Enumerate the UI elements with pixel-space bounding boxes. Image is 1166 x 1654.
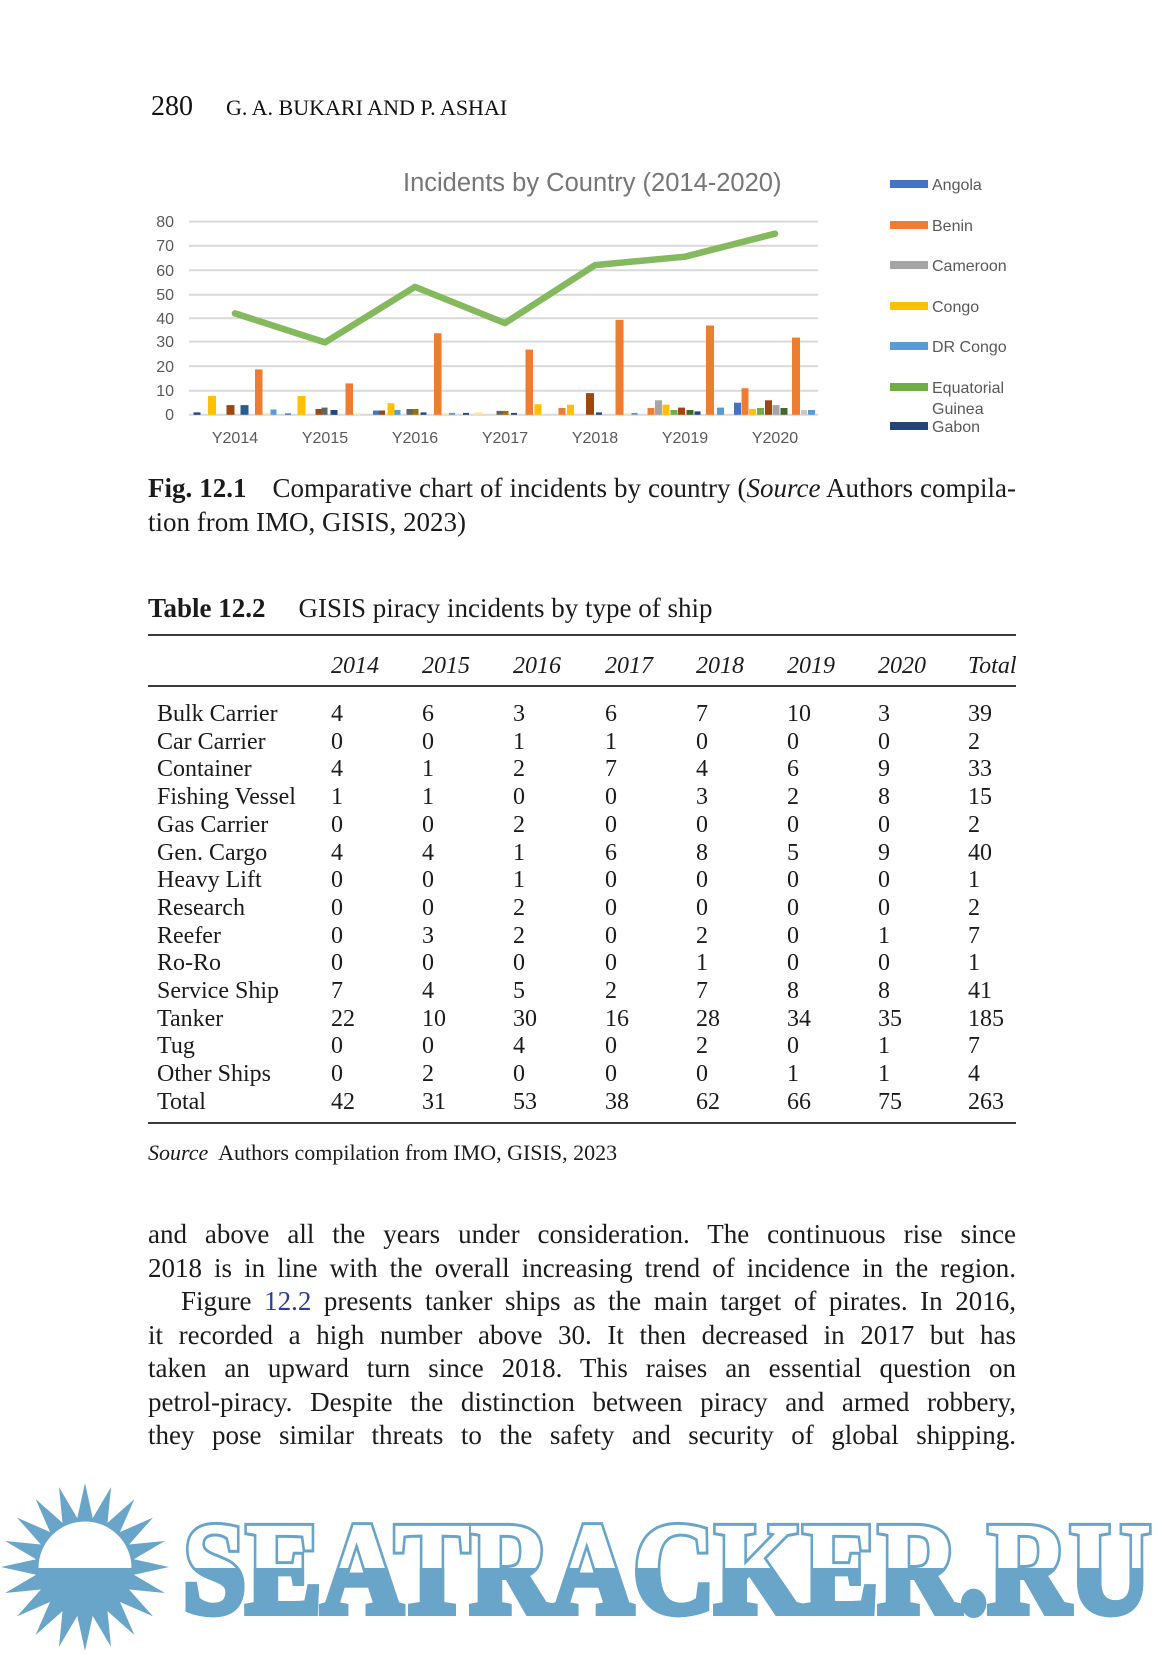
svg-text:SEATRACKER.RU: SEATRACKER.RU [183, 1497, 1151, 1641]
svg-text:DR Congo: DR Congo [932, 339, 1007, 356]
svg-text:Y2014: Y2014 [212, 430, 258, 447]
svg-text:10: 10 [156, 383, 174, 400]
svg-text:Congo: Congo [932, 299, 979, 316]
svg-text:20: 20 [156, 359, 174, 376]
svg-text:Y2018: Y2018 [572, 430, 618, 447]
svg-text:50: 50 [156, 287, 174, 304]
svg-text:0: 0 [165, 407, 174, 424]
svg-text:SEATRACKER.RU: SEATRACKER.RU [183, 1497, 1151, 1641]
svg-text:Y2019: Y2019 [662, 430, 708, 447]
svg-text:Benin: Benin [932, 218, 973, 235]
svg-text:Cameroon: Cameroon [932, 258, 1007, 275]
svg-text:Guinea: Guinea [932, 401, 984, 418]
svg-text:Y2016: Y2016 [392, 430, 438, 447]
svg-text:SEATRACKER.RU: SEATRACKER.RU [183, 1497, 1151, 1641]
svg-text:Gabon: Gabon [932, 419, 980, 436]
svg-text:Y2020: Y2020 [752, 430, 798, 447]
svg-text:Y2017: Y2017 [482, 430, 528, 447]
svg-text:Angola: Angola [932, 177, 982, 194]
svg-text:70: 70 [156, 238, 174, 255]
svg-text:Y2015: Y2015 [302, 430, 348, 447]
svg-text:30: 30 [156, 334, 174, 351]
svg-text:80: 80 [156, 214, 174, 231]
svg-text:Equatorial: Equatorial [932, 380, 1004, 397]
svg-text:60: 60 [156, 263, 174, 280]
svg-text:Incidents by Country (2014-202: Incidents by Country (2014-2020) [403, 169, 781, 197]
svg-text:40: 40 [156, 311, 174, 328]
